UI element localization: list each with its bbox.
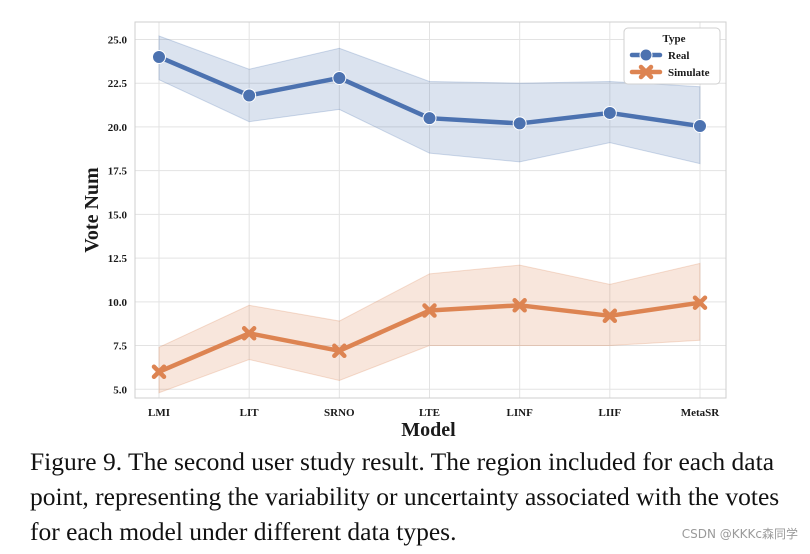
- simulate-point: [241, 326, 257, 341]
- y-tick-label: 5.0: [113, 384, 127, 396]
- y-tick-labels: 5.0 7.5 10.0 12.5 15.0 17.5 20.0 22.5 25.0: [108, 34, 128, 396]
- simulate-point: [332, 343, 347, 359]
- legend-real-label: Real: [668, 50, 689, 62]
- x-tick-label: LIIF: [599, 407, 622, 419]
- legend-real-marker: [639, 48, 653, 62]
- plot-frame: [134, 21, 727, 399]
- y-tick-label: 17.5: [108, 166, 128, 178]
- y-tick-label: 15.0: [108, 209, 128, 221]
- y-tick-label: 10.0: [108, 297, 128, 309]
- simulate-point-x: [512, 298, 527, 313]
- simulate-point-x: [422, 303, 437, 318]
- x-tick-label: SRNO: [324, 407, 355, 419]
- figure-caption: Figure 9. The second user study result. …: [30, 447, 780, 546]
- x-tick-label: LTE: [419, 407, 440, 419]
- x-tick-label: LINF: [507, 407, 534, 419]
- simulate-point: [512, 298, 527, 313]
- real-point: [602, 105, 617, 120]
- x-tick-label: LIT: [240, 407, 260, 419]
- simulate-point-x: [241, 326, 257, 341]
- real-point: [242, 88, 257, 103]
- line-chart: 5.0 7.5 10.0 12.5 15.0 17.5 20.0 22.5 25.0 LMI LI…: [81, 21, 727, 441]
- real-point: [422, 111, 437, 126]
- simulate-point-x: [151, 364, 167, 380]
- y-tick-label: 22.5: [108, 78, 128, 90]
- simulate-point-x: [332, 343, 347, 359]
- simulate-point: [422, 303, 437, 318]
- real-band: [158, 35, 701, 165]
- series-markers: [151, 49, 708, 380]
- x-tick-labels: LMI LIT SRNO LTE LINF LIIF MetaSR: [148, 407, 720, 419]
- x-axis-label: Model: [401, 419, 456, 441]
- y-tick-label: 7.5: [113, 341, 127, 353]
- confidence-bands: [158, 35, 701, 394]
- y-tick-label: 12.5: [108, 253, 128, 265]
- real-point: [512, 116, 527, 131]
- simulate-point-x: [602, 308, 618, 324]
- simulate-point: [602, 308, 618, 324]
- legend-title: Type: [662, 33, 685, 45]
- simulate-band: [158, 262, 701, 394]
- simulate-point-x: [692, 295, 708, 310]
- legend: Type Real Simulate: [623, 27, 721, 85]
- real-point: [332, 70, 347, 85]
- real-point: [693, 119, 707, 134]
- real-point: [152, 49, 166, 64]
- simulate-point: [151, 364, 167, 380]
- x-tick-label: MetaSR: [681, 407, 721, 419]
- legend-simulate-label: Simulate: [668, 67, 710, 79]
- y-tick-label: 20.0: [108, 122, 128, 134]
- watermark: CSDN @KKKc森同学: [681, 527, 798, 541]
- simulate-point: [692, 295, 708, 310]
- y-tick-label: 25.0: [108, 34, 128, 46]
- legend-simulate-marker: [638, 64, 654, 80]
- x-tick-label: LMI: [148, 407, 170, 419]
- y-axis-label: Vote Num: [81, 167, 103, 253]
